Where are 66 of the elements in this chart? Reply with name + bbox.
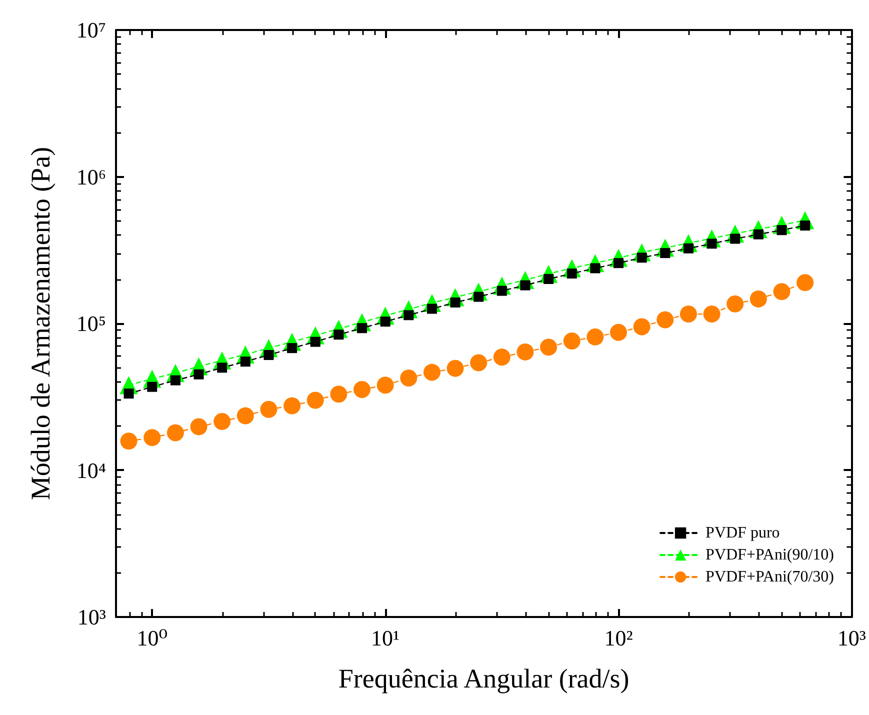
point [217, 362, 228, 373]
point [124, 388, 134, 399]
point [563, 332, 580, 350]
point [214, 412, 231, 430]
legend-label: PVDF+PAni(70/30) [706, 568, 834, 586]
y-tick-label: 10⁵ [76, 311, 106, 336]
x-tick-label: 10⁰ [136, 626, 168, 650]
point [354, 381, 370, 398]
point [586, 328, 604, 346]
point [680, 306, 697, 323]
point [264, 350, 274, 360]
point [610, 324, 628, 341]
point [796, 274, 814, 292]
point [404, 310, 414, 320]
y-tick-label: 10⁶ [76, 164, 106, 190]
point [660, 248, 670, 258]
point [446, 360, 464, 377]
point [776, 225, 787, 236]
legend-label: PVDF puro [706, 524, 780, 542]
point [773, 283, 790, 300]
point [540, 338, 558, 356]
x-tick-label: 10¹ [371, 626, 400, 650]
point [633, 318, 650, 336]
point [306, 392, 324, 409]
point [376, 376, 394, 394]
point [706, 238, 717, 249]
point [334, 330, 344, 340]
point [726, 295, 744, 312]
point [287, 343, 298, 354]
point [544, 274, 554, 284]
y-tick-label: 10⁴ [76, 458, 106, 483]
point [750, 290, 767, 308]
y-tick-label: 10⁷ [76, 18, 106, 42]
y-axis-title: Módulo de Armazenamento (Pa) [26, 146, 56, 500]
point [144, 429, 161, 446]
point [120, 432, 138, 450]
point [194, 369, 204, 380]
point [260, 400, 278, 418]
point [380, 316, 390, 327]
x-tick-label: 10² [604, 626, 634, 650]
point [656, 311, 674, 328]
point [516, 343, 534, 360]
point [236, 407, 254, 424]
point [330, 386, 348, 403]
point [166, 424, 184, 442]
y-tick-label: 10³ [77, 604, 106, 630]
x-axis-title: Frequência Angular (rad/s) [338, 664, 630, 694]
point [493, 348, 510, 366]
point [470, 354, 488, 372]
point [356, 323, 367, 334]
point [426, 304, 437, 314]
point [190, 418, 208, 436]
point [423, 364, 440, 381]
point [147, 382, 158, 392]
point [310, 336, 320, 347]
point [170, 375, 180, 386]
point [400, 370, 418, 387]
point [450, 298, 460, 308]
legend-label: PVDF+PAni(90/10) [706, 546, 834, 564]
point [800, 220, 810, 231]
point [703, 306, 720, 323]
point [566, 268, 577, 279]
point [240, 356, 250, 367]
point [636, 252, 647, 263]
point [284, 397, 301, 414]
x-tick-label: 10³ [837, 626, 866, 650]
